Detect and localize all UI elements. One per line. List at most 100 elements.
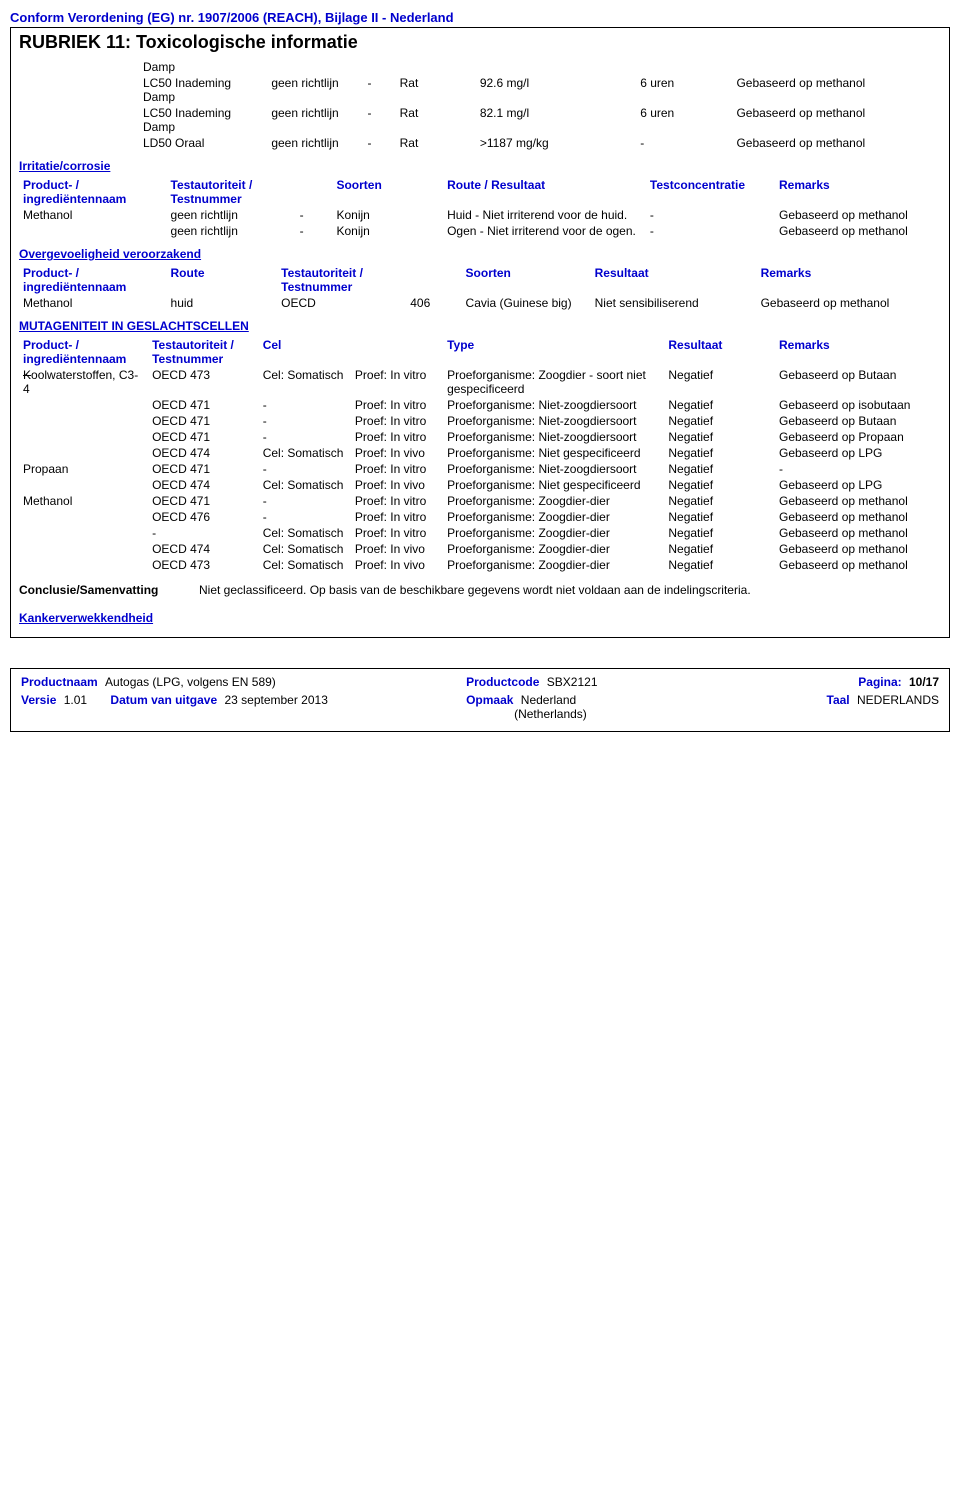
table-row: LD50 Oraalgeen richtlijn-Rat>1187 mg/kg-…	[139, 135, 941, 151]
footer-productcode: SBX2121	[547, 675, 598, 689]
table-cell: Negatief	[664, 477, 775, 493]
table-cell: -	[364, 135, 396, 151]
table-cell: Damp	[139, 59, 267, 75]
footer-versie: 1.01	[64, 693, 87, 707]
table-cell: Gebaseerd op methanol	[732, 105, 941, 135]
footer-versie-label: Versie	[21, 693, 56, 707]
footer-pagina: 10/17	[909, 675, 939, 689]
table-cell: -	[296, 207, 333, 223]
table-cell: Proeforganisme: Zoogdier-dier	[443, 525, 664, 541]
table-cell	[19, 223, 167, 239]
mutageniteit-table: Product- / ingrediëntennaamTestautoritei…	[19, 337, 941, 573]
table-cell: Gebaseerd op methanol	[732, 135, 941, 151]
table-cell: Cel: Somatisch	[259, 557, 351, 573]
table-cell: Proef: In vitro	[351, 509, 443, 525]
table-cell: Gebaseerd op methanol	[775, 509, 941, 525]
table-cell: -	[646, 223, 775, 239]
table-cell: LC50 Inademing Damp	[139, 75, 267, 105]
table-header: Testconcentratie	[646, 177, 775, 207]
table-cell: Gebaseerd op methanol	[775, 493, 941, 509]
table-cell: geen richtlijn	[267, 135, 363, 151]
table-cell: Ogen - Niet irriterend voor de ogen.	[443, 223, 646, 239]
table-row: -Cel: SomatischProef: In vitroProeforgan…	[19, 525, 941, 541]
table-cell: Gebaseerd op Propaan	[775, 429, 941, 445]
table-cell: 82.1 mg/l	[476, 105, 636, 135]
table-cell: Proeforganisme: Niet-zoogdiersoort	[443, 413, 664, 429]
table-header: Cel	[259, 337, 351, 367]
table-header: Route / Resultaat	[443, 177, 646, 207]
table-cell: Methanol	[19, 295, 167, 311]
table-cell: OECD	[277, 295, 406, 311]
irritatie-heading: Irritatie/corrosie	[19, 159, 941, 173]
footer-pagina-label: Pagina:	[858, 675, 901, 689]
table-row: OECD 471-Proef: In vitroProeforganisme: …	[19, 397, 941, 413]
footer-taal: NEDERLANDS	[857, 693, 939, 707]
table-cell: Rat	[396, 135, 476, 151]
table-header: Product- / ingrediëntennaam	[19, 337, 148, 367]
footer-taal-label: Taal	[827, 693, 850, 707]
table-cell: Negatief	[664, 445, 775, 461]
table-cell: Negatief	[664, 397, 775, 413]
table-header: Remarks	[775, 337, 941, 367]
table-cell: Proeforganisme: Niet-zoogdiersoort	[443, 397, 664, 413]
table-cell: Gebaseerd op methanol	[775, 525, 941, 541]
footer-box: Productnaam Autogas (LPG, volgens EN 589…	[10, 668, 950, 732]
table-cell: -	[259, 413, 351, 429]
table-cell	[364, 59, 396, 75]
table-cell: 6 uren	[636, 105, 732, 135]
table-cell	[396, 59, 476, 75]
table-cell: Gebaseerd op methanol	[732, 75, 941, 105]
table-cell: Gebaseerd op LPG	[775, 477, 941, 493]
table-cell: -	[364, 75, 396, 105]
table-row: Koolwaterstoffen, C3-4OECD 473Cel: Somat…	[19, 367, 941, 397]
table-row: OECD 476-Proef: In vitroProeforganisme: …	[19, 509, 941, 525]
table-cell: Huid - Niet irriterend voor de huid.	[443, 207, 646, 223]
table-cell: -	[646, 207, 775, 223]
table-cell: -	[259, 429, 351, 445]
conclusie-text: Niet geclassificeerd. Op basis van de be…	[199, 583, 941, 597]
table-cell: Negatief	[664, 367, 775, 397]
table-header: Testautoriteit / Testnummer	[148, 337, 259, 367]
table-cell: Proeforganisme: Zoogdier-dier	[443, 509, 664, 525]
table-cell: Gebaseerd op methanol	[775, 541, 941, 557]
table-cell: 406	[406, 295, 461, 311]
table-cell: OECD 471	[148, 429, 259, 445]
table-cell: Proeforganisme: Zoogdier-dier	[443, 557, 664, 573]
table-cell: -	[259, 493, 351, 509]
table-cell: OECD 474	[148, 477, 259, 493]
table-cell	[476, 59, 636, 75]
footer-opmaak-label: Opmaak	[466, 693, 513, 707]
table-header: Soorten	[332, 177, 443, 207]
table-cell	[19, 477, 148, 493]
conclusie-row: Conclusie/Samenvatting Niet geclassifice…	[19, 583, 941, 597]
table-cell: huid	[167, 295, 278, 311]
table-cell: Propaan	[19, 461, 148, 477]
table-header: Soorten	[462, 265, 591, 295]
table-cell: Rat	[396, 75, 476, 105]
table-row: OECD 471-Proef: In vitroProeforganisme: …	[19, 429, 941, 445]
table-cell: geen richtlijn	[167, 223, 296, 239]
table-cell: -	[775, 461, 941, 477]
table-header: Testautoriteit / Testnummer	[167, 177, 296, 207]
table-cell: Negatief	[664, 413, 775, 429]
table-cell: Cel: Somatisch	[259, 445, 351, 461]
table-cell: Gebaseerd op LPG	[775, 445, 941, 461]
table-row: Methanolgeen richtlijn-KonijnHuid - Niet…	[19, 207, 941, 223]
table-cell	[19, 397, 148, 413]
table-cell	[732, 59, 941, 75]
table-header: Testautoriteit / Testnummer	[277, 265, 406, 295]
footer-datum-label: Datum van uitgave	[110, 693, 217, 707]
table-cell: Konijn	[332, 223, 443, 239]
table-cell: OECD 474	[148, 541, 259, 557]
table-cell: Gebaseerd op methanol	[757, 295, 941, 311]
table-cell: OECD 471	[148, 397, 259, 413]
table-cell	[19, 413, 148, 429]
table-row: LC50 Inademing Dampgeen richtlijn-Rat82.…	[139, 105, 941, 135]
table-header: Remarks	[775, 177, 941, 207]
table-cell: geen richtlijn	[267, 105, 363, 135]
table-cell: Negatief	[664, 493, 775, 509]
overgevoeligheid-heading: Overgevoeligheid veroorzakend	[19, 247, 941, 261]
footer-productnaam: Autogas (LPG, volgens EN 589)	[105, 675, 276, 689]
table-cell: Cel: Somatisch	[259, 477, 351, 493]
table-cell: Proeforganisme: Niet-zoogdiersoort	[443, 429, 664, 445]
